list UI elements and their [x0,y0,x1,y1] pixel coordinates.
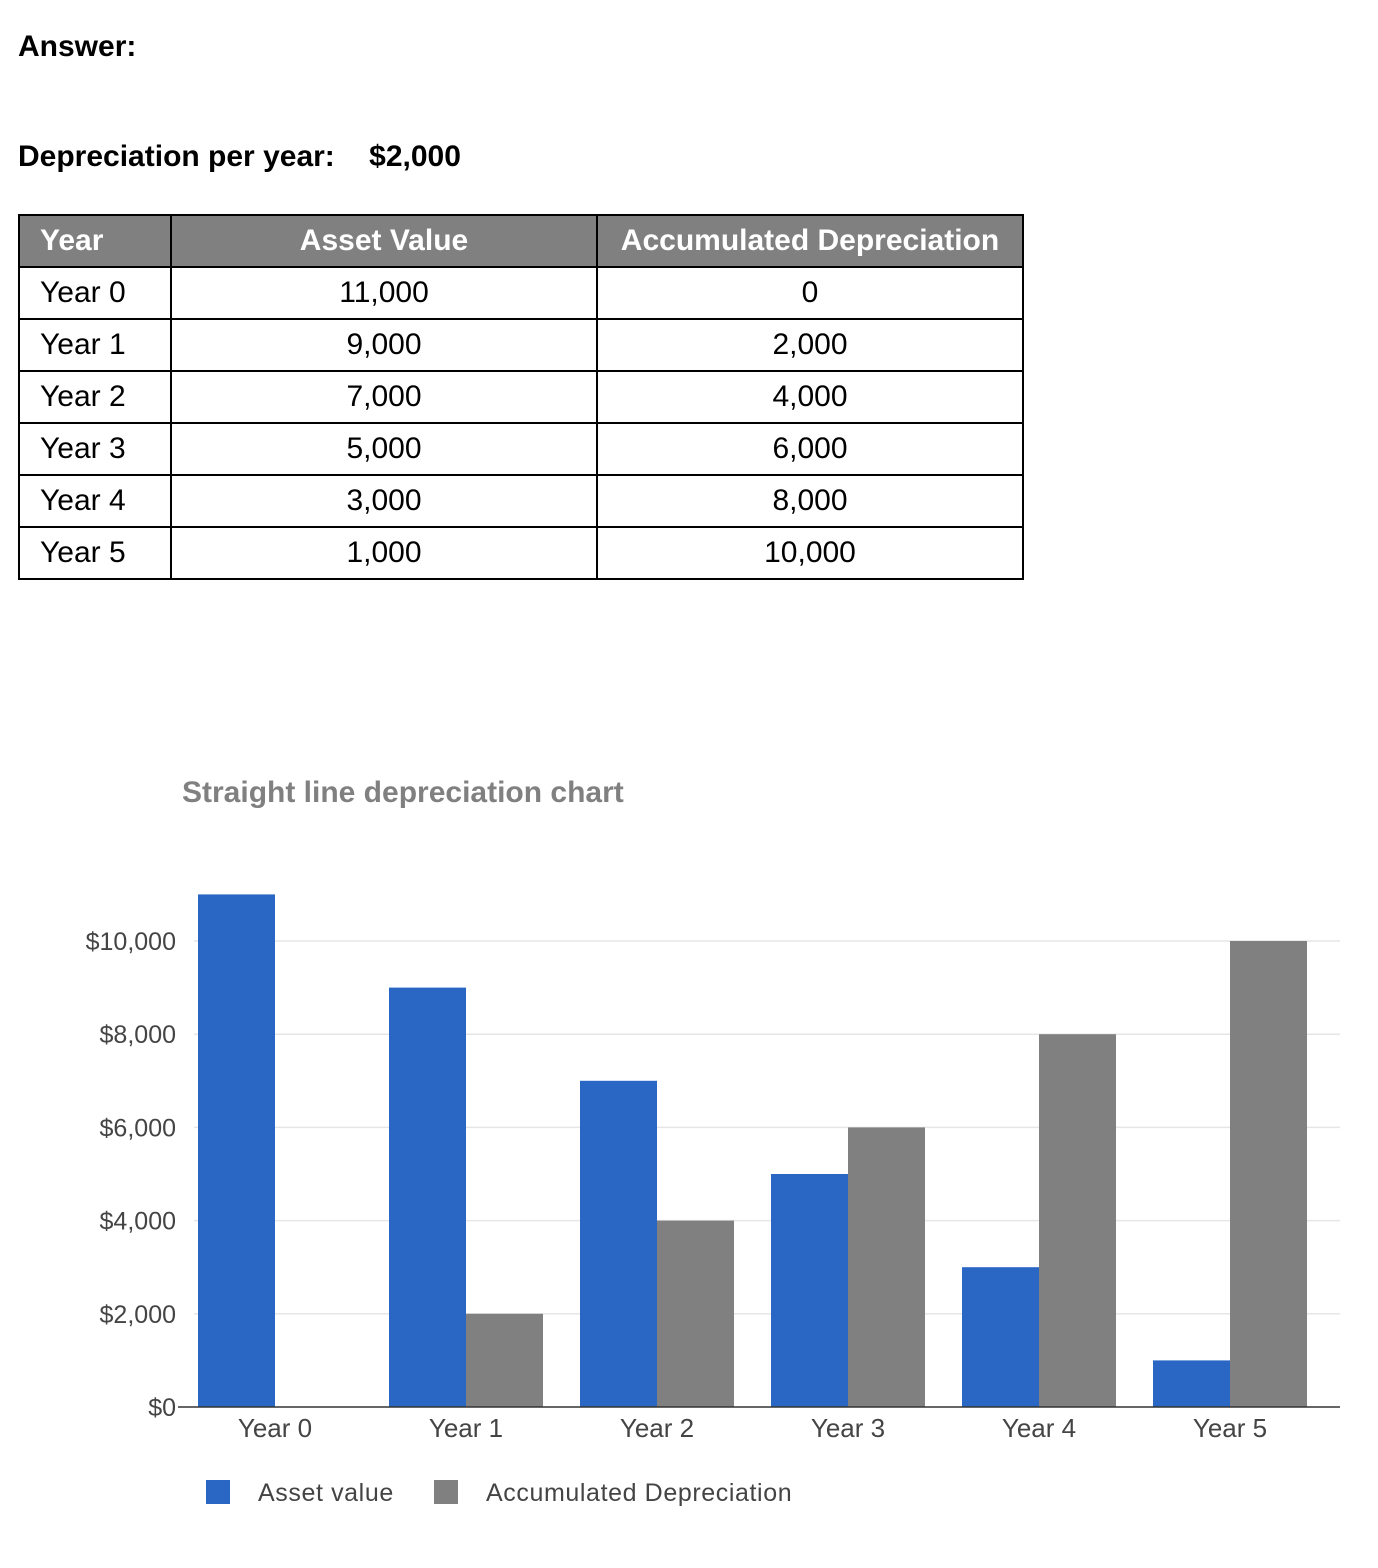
x-tick-label: Year 4 [1002,1413,1076,1443]
table-row: Year 2 7,000 4,000 [18,370,1024,424]
x-tick-label: Year 0 [238,1413,312,1443]
x-tick-label: Year 1 [429,1413,503,1443]
cell-year: Year 1 [18,318,172,372]
chart-title: Straight line depreciation chart [182,776,624,809]
x-tick-label: Year 5 [1193,1413,1267,1443]
table-row: Year 4 3,000 8,000 [18,474,1024,528]
x-tick-label: Year 3 [811,1413,885,1443]
cell-year: Year 0 [18,266,172,320]
bar-asset-value [389,987,466,1407]
header-year: Year [18,214,172,268]
bar-accumulated-depreciation [1039,1034,1116,1407]
cell-asset-value: 9,000 [170,318,598,372]
table-row: Year 5 1,000 10,000 [18,526,1024,580]
table-row: Year 1 9,000 2,000 [18,318,1024,372]
cell-year: Year 5 [18,526,172,580]
bar-accumulated-depreciation [657,1220,734,1407]
cell-asset-value: 1,000 [170,526,598,580]
bar-asset-value [1153,1360,1230,1407]
table-header-row: Year Asset Value Accumulated Depreciatio… [18,214,1024,268]
depreciation-value: $2,000 [369,140,461,173]
header-accumulated-depreciation: Accumulated Depreciation [596,214,1024,268]
y-tick-label: $0 [148,1394,176,1422]
table-row: Year 3 5,000 6,000 [18,422,1024,476]
cell-asset-value: 11,000 [170,266,598,320]
depreciation-table: Year Asset Value Accumulated Depreciatio… [18,214,1024,580]
bar-asset-value [962,1267,1039,1407]
y-tick-label: $10,000 [86,928,176,956]
cell-asset-value: 3,000 [170,474,598,528]
depreciation-chart: Straight line depreciation chart $0 $2,000… [86,776,1340,1507]
cell-asset-value: 5,000 [170,422,598,476]
x-tick-label: Year 2 [620,1413,694,1443]
cell-year: Year 2 [18,370,172,424]
cell-accumulated-depreciation: 2,000 [596,318,1024,372]
legend-swatch-accumulated-depreciation [434,1480,458,1504]
table-row: Year 0 11,000 0 [18,266,1024,320]
legend-label-asset-value: Asset value [258,1479,394,1507]
depreciation-per-year: Depreciation per year: $2,000 [18,140,461,174]
y-tick-label: $4,000 [100,1208,176,1236]
cell-accumulated-depreciation: 10,000 [596,526,1024,580]
y-tick-label: $6,000 [100,1114,176,1142]
bar-asset-value [198,894,275,1407]
cell-accumulated-depreciation: 6,000 [596,422,1024,476]
y-tick-label: $8,000 [100,1021,176,1049]
cell-accumulated-depreciation: 8,000 [596,474,1024,528]
bar-accumulated-depreciation [1230,941,1307,1407]
answer-label: Answer: [18,30,137,63]
bar-accumulated-depreciation [466,1313,543,1407]
bar-accumulated-depreciation [848,1127,925,1407]
cell-accumulated-depreciation: 4,000 [596,370,1024,424]
cell-accumulated-depreciation: 0 [596,266,1024,320]
depreciation-label: Depreciation per year: [18,140,335,173]
header-asset-value: Asset Value [170,214,598,268]
legend-swatch-asset-value [206,1480,230,1504]
y-tick-label: $2,000 [100,1301,176,1329]
cell-year: Year 3 [18,422,172,476]
bar-asset-value [771,1174,848,1407]
cell-year: Year 4 [18,474,172,528]
legend-label-accumulated-depreciation: Accumulated Depreciation [486,1479,792,1507]
bar-asset-value [580,1080,657,1407]
cell-asset-value: 7,000 [170,370,598,424]
